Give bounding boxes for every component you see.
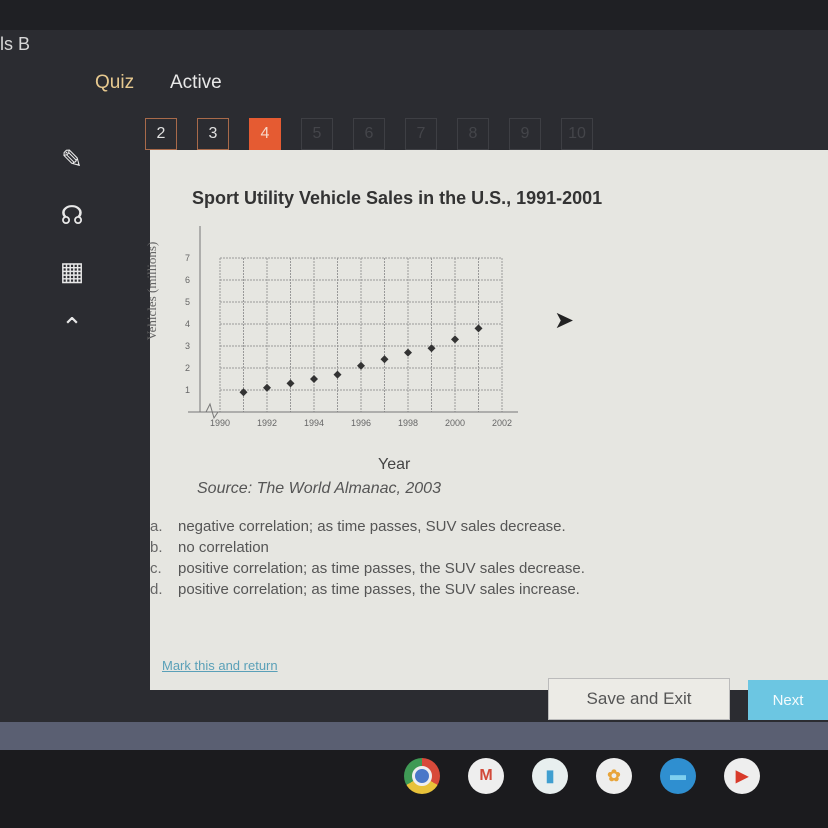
- mouse-cursor-icon: ➤: [554, 307, 575, 334]
- y-tick-label: 7: [185, 253, 190, 263]
- x-tick-label: 1990: [210, 418, 230, 428]
- x-tick-label: 1992: [257, 418, 277, 428]
- data-point: [380, 355, 389, 364]
- question-nav: 2 3 4 5 6 7 8 9 10: [145, 118, 593, 150]
- question-10-button: 10: [561, 118, 593, 150]
- choice-letter: b.: [150, 539, 163, 556]
- docs-icon[interactable]: ▮: [532, 758, 568, 794]
- data-point: [333, 370, 342, 379]
- data-point: [357, 361, 365, 370]
- y-tick-label: 2: [185, 363, 190, 373]
- top-bar: [0, 0, 828, 30]
- question-2-button[interactable]: 2: [145, 118, 177, 150]
- youtube-icon[interactable]: ▶: [724, 758, 760, 794]
- choice-text: positive correlation; as time passes, th…: [178, 560, 585, 577]
- data-point: [239, 388, 248, 397]
- y-tick-label: 6: [185, 275, 190, 285]
- data-point: [474, 324, 483, 333]
- y-tick-label: 4: [185, 319, 190, 329]
- pencil-icon[interactable]: ✎: [61, 143, 83, 174]
- screen-bezel: [0, 722, 828, 750]
- chart-source: Source: The World Almanac, 2003: [197, 480, 441, 497]
- question-8-button: 8: [457, 118, 489, 150]
- breadcrumb: ls B: [0, 34, 31, 54]
- collapse-up-icon[interactable]: ⌃: [61, 311, 83, 342]
- x-tick-label: 2002: [492, 418, 512, 428]
- data-point: [404, 348, 412, 357]
- choice-text: positive correlation; as time passes, th…: [178, 581, 580, 598]
- answer-choices: a. negative correlation; as time passes, …: [150, 518, 585, 602]
- data-point: [427, 344, 436, 353]
- x-tick-label: 1996: [351, 418, 371, 428]
- x-tick-label: 1994: [304, 418, 324, 428]
- question-9-button: 9: [509, 118, 541, 150]
- question-3-button[interactable]: 3: [197, 118, 229, 150]
- choice-c[interactable]: c. positive correlation; as time passes, …: [150, 560, 585, 577]
- files-icon[interactable]: ▬: [660, 758, 696, 794]
- choice-d[interactable]: d. positive correlation; as time passes, …: [150, 581, 585, 598]
- question-4-button[interactable]: 4: [249, 118, 281, 150]
- data-point: [310, 375, 318, 383]
- save-and-exit-button[interactable]: Save and Exit: [548, 678, 730, 720]
- chrome-icon[interactable]: [404, 758, 440, 794]
- y-tick-label: 3: [185, 341, 190, 351]
- choice-text: negative correlation; as time passes, SU…: [178, 518, 566, 535]
- data-point: [286, 379, 295, 388]
- tab-active[interactable]: Active: [170, 72, 222, 93]
- next-button[interactable]: Next: [748, 680, 828, 720]
- axis-break-icon: [205, 402, 219, 420]
- question-panel: [150, 150, 828, 690]
- chart-title: Sport Utility Vehicle Sales in the U.S.,…: [192, 188, 603, 208]
- calculator-icon[interactable]: ▦: [59, 255, 85, 286]
- choice-b[interactable]: b. no correlation: [150, 539, 585, 556]
- photos-icon[interactable]: ✿: [596, 758, 632, 794]
- question-7-button: 7: [405, 118, 437, 150]
- x-axis-label: Year: [378, 456, 411, 473]
- tab-quiz[interactable]: Quiz: [95, 72, 135, 93]
- tool-sidebar: ✎ ☊ ▦ ⌃: [50, 125, 110, 361]
- gmail-icon[interactable]: M: [468, 758, 504, 794]
- data-point: [263, 383, 271, 392]
- app-shelf: M ▮ ✿ ▬ ▶: [404, 758, 760, 794]
- y-tick-label: 5: [185, 297, 190, 307]
- x-tick-label: 1998: [398, 418, 418, 428]
- data-point: [451, 335, 459, 344]
- choice-a[interactable]: a. negative correlation; as time passes, …: [150, 518, 585, 535]
- question-6-button: 6: [353, 118, 385, 150]
- headphones-icon[interactable]: ☊: [60, 199, 84, 230]
- question-5-button: 5: [301, 118, 333, 150]
- x-tick-label: 2000: [445, 418, 465, 428]
- choice-letter: c.: [150, 560, 162, 577]
- choice-letter: d.: [150, 581, 163, 598]
- y-tick-label: 1: [185, 385, 190, 395]
- mark-and-return-link[interactable]: Mark this and return: [162, 658, 278, 673]
- choice-letter: a.: [150, 518, 163, 535]
- scatter-chart: 1 2 3 4 5 6 7 1990 1992 1994 1996 1998 2000 2002: [185, 226, 518, 428]
- choice-text: no correlation: [178, 539, 269, 556]
